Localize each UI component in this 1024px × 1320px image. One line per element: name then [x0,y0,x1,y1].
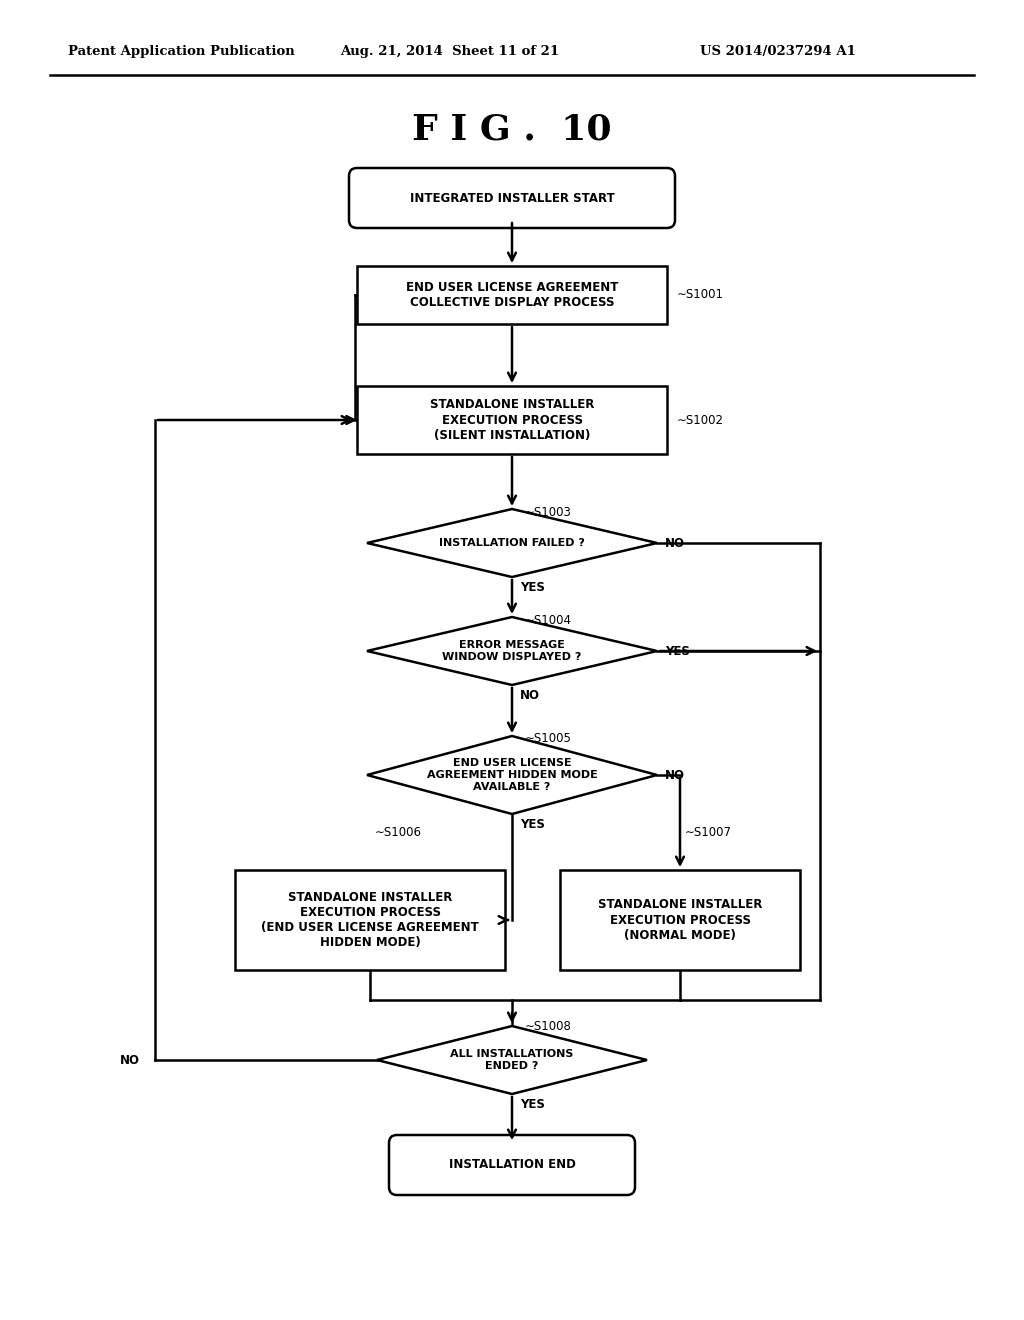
Text: YES: YES [520,818,545,832]
Text: END USER LICENSE AGREEMENT
COLLECTIVE DISPLAY PROCESS: END USER LICENSE AGREEMENT COLLECTIVE DI… [406,281,618,309]
Text: ∼S1007: ∼S1007 [685,825,732,838]
Text: ∼S1006: ∼S1006 [375,825,422,838]
Text: Aug. 21, 2014  Sheet 11 of 21: Aug. 21, 2014 Sheet 11 of 21 [340,45,559,58]
Text: Patent Application Publication: Patent Application Publication [68,45,295,58]
Text: YES: YES [520,581,545,594]
Text: NO: NO [520,689,540,702]
Text: ∼S1008: ∼S1008 [525,1019,571,1032]
Text: ERROR MESSAGE
WINDOW DISPLAYED ?: ERROR MESSAGE WINDOW DISPLAYED ? [442,640,582,661]
Polygon shape [377,1026,647,1094]
Text: ∼S1004: ∼S1004 [525,614,572,627]
Text: ALL INSTALLATIONS
ENDED ?: ALL INSTALLATIONS ENDED ? [451,1049,573,1071]
Text: ∼S1005: ∼S1005 [525,733,571,746]
Bar [357,267,667,323]
Text: YES: YES [665,645,690,657]
FancyBboxPatch shape [389,1135,635,1195]
Bar [234,870,505,970]
Text: END USER LICENSE
AGREEMENT HIDDEN MODE
AVAILABLE ?: END USER LICENSE AGREEMENT HIDDEN MODE A… [427,759,597,792]
Text: STANDALONE INSTALLER
EXECUTION PROCESS
(END USER LICENSE AGREEMENT
HIDDEN MODE): STANDALONE INSTALLER EXECUTION PROCESS (… [261,891,479,949]
Text: STANDALONE INSTALLER
EXECUTION PROCESS
(NORMAL MODE): STANDALONE INSTALLER EXECUTION PROCESS (… [598,899,762,941]
Text: INSTALLATION END: INSTALLATION END [449,1159,575,1172]
Text: INTEGRATED INSTALLER START: INTEGRATED INSTALLER START [410,191,614,205]
Text: NO: NO [120,1053,140,1067]
Text: ∼S1002: ∼S1002 [677,413,724,426]
Text: US 2014/0237294 A1: US 2014/0237294 A1 [700,45,856,58]
Text: F I G .  10: F I G . 10 [413,114,611,147]
Bar [357,385,667,454]
Text: NO: NO [665,537,685,550]
Text: ∼S1003: ∼S1003 [525,506,571,519]
Bar [560,870,800,970]
Polygon shape [367,737,657,814]
Text: YES: YES [520,1098,545,1111]
Polygon shape [367,616,657,685]
Text: INSTALLATION FAILED ?: INSTALLATION FAILED ? [439,539,585,548]
Text: ∼S1001: ∼S1001 [677,289,724,301]
FancyBboxPatch shape [349,168,675,228]
Polygon shape [367,510,657,577]
Text: STANDALONE INSTALLER
EXECUTION PROCESS
(SILENT INSTALLATION): STANDALONE INSTALLER EXECUTION PROCESS (… [430,399,594,441]
Text: NO: NO [665,770,685,781]
